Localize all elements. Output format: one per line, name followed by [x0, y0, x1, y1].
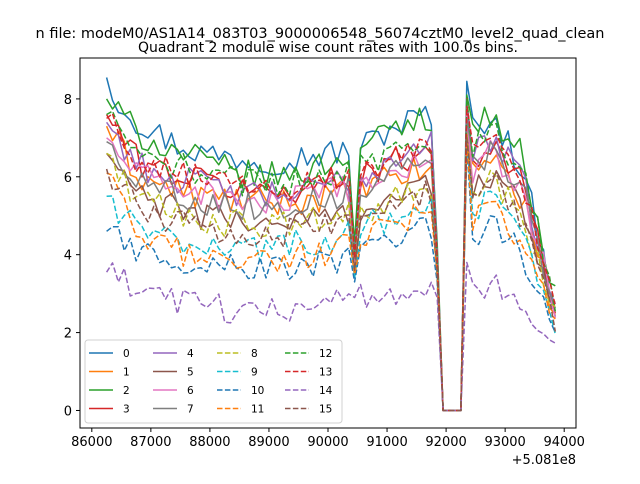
legend-label-11: 11 — [251, 404, 264, 416]
series-line-1 — [105, 109, 556, 412]
y-tick-label: 6 — [64, 171, 72, 186]
y-tick-label: 4 — [64, 249, 72, 264]
x-offset-text: +5.081e8 — [512, 453, 576, 468]
series-line-5 — [106, 129, 556, 412]
legend-label-7: 7 — [187, 404, 194, 416]
series-line-0 — [105, 77, 557, 412]
y-tick-label: 2 — [64, 327, 72, 342]
legend-label-10: 10 — [251, 385, 264, 397]
series-line-10 — [106, 144, 556, 412]
figure-suptitle: n file: modeM0/AS1A14_083T03_9000006548_… — [36, 26, 605, 42]
series-line-12 — [106, 98, 557, 412]
legend-label-14: 14 — [319, 385, 333, 397]
legend-label-2: 2 — [123, 385, 130, 397]
legend-label-9: 9 — [251, 367, 258, 379]
legend-label-1: 1 — [123, 367, 130, 379]
x-tick-label: 91000 — [366, 435, 407, 450]
x-tick-label: 93000 — [484, 435, 525, 450]
series-line-15 — [105, 137, 557, 412]
legend-label-4: 4 — [187, 348, 194, 360]
series-line-14 — [105, 261, 556, 412]
axis-ticks: 86000 87000 88000 89000 90000 91000 92000 93000… — [64, 93, 585, 450]
series-line-7 — [106, 117, 557, 412]
x-tick-label: 88000 — [189, 435, 230, 450]
legend-label-0: 0 — [123, 348, 130, 360]
legend-label-15: 15 — [319, 404, 332, 416]
x-tick-label: 87000 — [130, 435, 171, 450]
series-lines — [105, 77, 557, 412]
series-line-13 — [106, 105, 557, 412]
legend-label-3: 3 — [123, 404, 130, 416]
y-tick-label: 0 — [64, 404, 72, 419]
legend-label-13: 13 — [319, 367, 332, 379]
x-tick-label: 90000 — [307, 435, 348, 450]
legend-label-8: 8 — [251, 348, 258, 360]
series-line-4 — [105, 102, 556, 412]
legend-label-12: 12 — [319, 348, 332, 360]
x-tick-label: 89000 — [248, 435, 289, 450]
x-tick-label: 86000 — [71, 435, 112, 450]
legend-label-6: 6 — [187, 385, 194, 397]
x-tick-label: 94000 — [544, 435, 585, 450]
series-line-11 — [106, 137, 556, 412]
series-line-3 — [105, 98, 557, 412]
chart-title: Quadrant 2 module wise count rates with … — [138, 40, 518, 56]
series-line-6 — [106, 113, 557, 412]
x-tick-label: 92000 — [425, 435, 466, 450]
y-tick-label: 8 — [64, 93, 72, 108]
legend-label-5: 5 — [187, 367, 194, 379]
legend-frame — [84, 339, 343, 424]
